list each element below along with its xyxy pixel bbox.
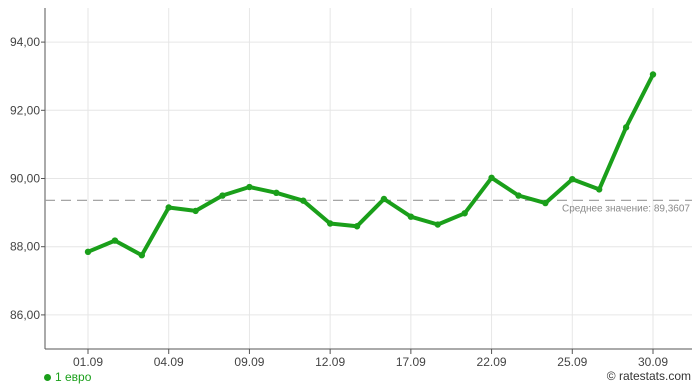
data-point bbox=[569, 175, 576, 183]
legend-label: 1 евро bbox=[55, 370, 92, 384]
y-tick-label: 94,00 bbox=[10, 35, 40, 49]
x-tick-label: 25.09 bbox=[557, 355, 587, 369]
data-point bbox=[111, 237, 119, 244]
data-point bbox=[542, 199, 549, 207]
x-tick-label: 17.09 bbox=[396, 355, 426, 369]
grid-lines bbox=[45, 8, 692, 349]
x-tick-label: 09.09 bbox=[234, 355, 264, 369]
data-point bbox=[649, 71, 657, 78]
series-group bbox=[84, 71, 657, 259]
data-point bbox=[273, 189, 280, 197]
data-point bbox=[192, 207, 199, 215]
data-point bbox=[488, 174, 495, 182]
legend[interactable]: 1 евро bbox=[44, 370, 91, 384]
series-line bbox=[86, 72, 655, 258]
data-point bbox=[300, 197, 307, 204]
x-tick-label: 04.09 bbox=[154, 355, 184, 369]
x-tick-label: 30.09 bbox=[638, 355, 668, 369]
data-point bbox=[515, 192, 522, 199]
credit-text: © ratestats.com bbox=[606, 369, 691, 383]
x-axis-ticks: 01.09 04.09 09.09 12.09 17.09 22.09 25.09 30.09 bbox=[73, 349, 668, 369]
y-axis-ticks: 86,00 88,00 90,00 92,00 94,00 bbox=[10, 35, 45, 322]
legend-dot-icon bbox=[44, 373, 51, 381]
data-point bbox=[246, 183, 253, 191]
data-point bbox=[353, 223, 361, 230]
data-point bbox=[219, 192, 226, 199]
data-point bbox=[84, 248, 92, 256]
data-point bbox=[407, 213, 415, 220]
average-label: Среднее значение: 89,3607 bbox=[562, 203, 690, 214]
x-tick-label: 01.09 bbox=[73, 355, 103, 369]
data-point bbox=[165, 204, 172, 211]
data-point bbox=[434, 221, 441, 228]
data-point bbox=[461, 210, 468, 217]
data-point bbox=[138, 252, 146, 259]
data-point bbox=[380, 195, 388, 203]
y-tick-label: 88,00 bbox=[10, 240, 40, 254]
y-tick-label: 90,00 bbox=[10, 172, 40, 186]
y-tick-label: 92,00 bbox=[10, 103, 40, 117]
data-point bbox=[622, 124, 630, 131]
y-tick-label: 86,00 bbox=[10, 308, 40, 322]
x-tick-label: 22.09 bbox=[477, 355, 507, 369]
x-tick-label: 12.09 bbox=[315, 355, 345, 369]
data-point bbox=[326, 220, 334, 227]
average-line-group: Среднее значение: 89,3607 bbox=[45, 199, 692, 214]
data-point bbox=[595, 186, 603, 193]
